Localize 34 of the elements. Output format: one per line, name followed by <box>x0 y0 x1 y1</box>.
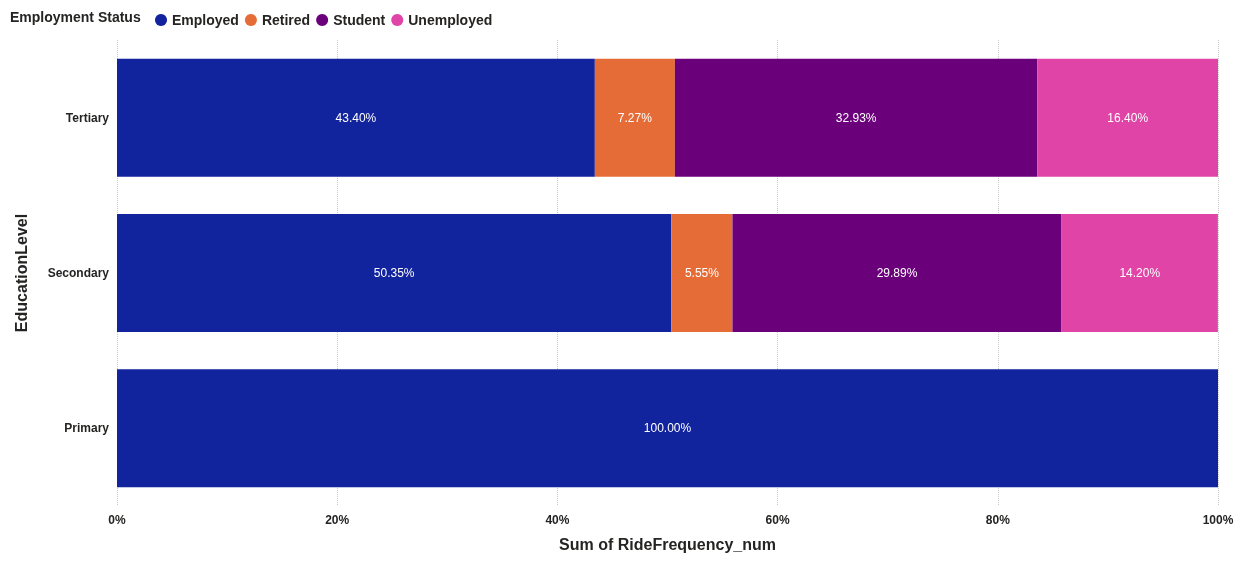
bar <box>117 369 1218 488</box>
bar <box>117 213 672 333</box>
bar <box>1061 213 1218 333</box>
x-tick-label: 80% <box>985 513 1011 527</box>
y-tick-label: Secondary <box>47 266 110 280</box>
data-label: 7.27% <box>617 110 653 125</box>
x-tick-label: 40% <box>545 513 570 527</box>
legend-title: Employment Status <box>10 9 141 25</box>
y-tick-label: Tertiary <box>65 110 110 125</box>
x-tick-label: 20% <box>325 513 350 527</box>
bar <box>594 58 675 177</box>
data-label: 100.00% <box>643 421 692 436</box>
data-label: 43.40% <box>335 110 377 125</box>
data-label: 5.55% <box>684 266 720 280</box>
bar <box>1037 58 1218 177</box>
bar <box>671 213 733 333</box>
y-axis-title: EducationLevel <box>12 213 30 333</box>
legend-label: Retired <box>261 12 311 28</box>
data-label: 16.40% <box>1107 110 1149 125</box>
bar <box>674 58 1038 177</box>
legend-label: Unemployed <box>408 12 493 28</box>
x-tick-label: 100% <box>1202 513 1234 527</box>
data-label: 32.93% <box>835 110 877 125</box>
bar <box>117 58 595 177</box>
legend-label: Student <box>333 12 386 28</box>
data-label: 14.20% <box>1119 266 1161 280</box>
y-tick-label: Primary <box>64 421 110 436</box>
x-tick-label: 60% <box>765 513 790 527</box>
bar <box>732 213 1062 333</box>
legend-label: Employed <box>172 12 239 28</box>
x-axis-title: Sum of RideFrequency_num <box>559 535 776 553</box>
data-label: 29.89% <box>876 266 918 280</box>
data-label: 50.35% <box>373 266 415 280</box>
x-tick-label: 0% <box>108 513 126 527</box>
